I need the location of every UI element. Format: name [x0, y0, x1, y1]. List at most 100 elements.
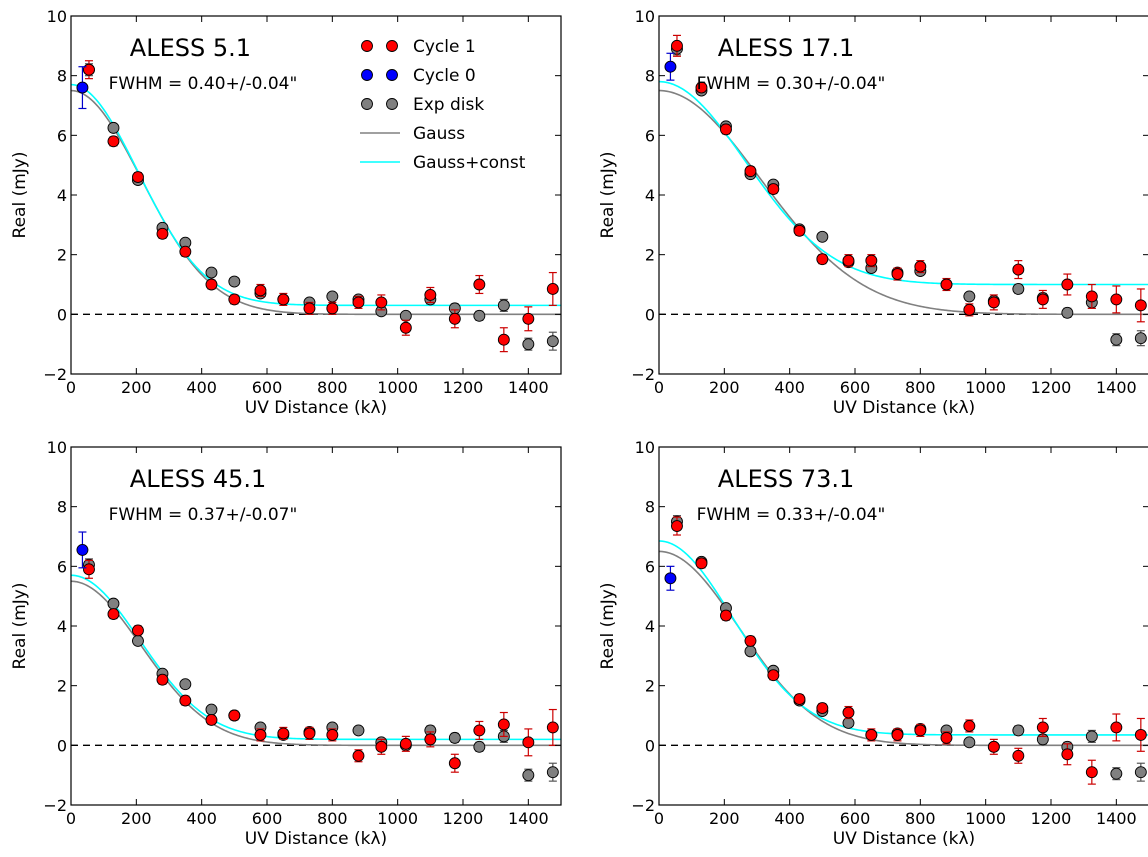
exp-disk-point	[448, 731, 461, 744]
fwhm-annotation: FWHM = 0.30+/-0.04"	[697, 74, 886, 94]
cycle1-point	[497, 718, 510, 731]
exp-disk-point	[546, 335, 559, 348]
exp-disk-point	[107, 121, 120, 134]
cycle1-point	[277, 727, 290, 740]
x-tick-label: 1200	[1031, 378, 1072, 397]
y-tick-label: −2	[631, 796, 655, 815]
cycle1-point	[448, 312, 461, 325]
cycle1-point	[107, 135, 120, 148]
y-tick-label: 6	[645, 557, 655, 576]
panel-title: ALESS 5.1	[130, 34, 251, 62]
y-tick-label: 2	[645, 246, 655, 265]
x-tick-label: 0	[66, 809, 76, 828]
cycle1-point	[1110, 293, 1123, 306]
cycle1-point	[1134, 728, 1147, 741]
x-axis-label: UV Distance (kλ)	[245, 829, 387, 849]
gauss-curve	[659, 550, 1148, 747]
axes-frame	[658, 446, 1148, 806]
y-tick-label: 10	[635, 438, 655, 457]
x-tick-label: 1400	[1096, 378, 1137, 397]
exp-disk-point	[497, 299, 510, 312]
x-tick-label: 1400	[508, 378, 549, 397]
legend: Cycle 1 Cycle 0 Exp disk Gauss Gauss+const	[360, 37, 526, 173]
exp-disk-point	[522, 769, 535, 782]
y-tick-label: 4	[645, 186, 655, 205]
fwhm-annotation: FWHM = 0.40+/-0.04"	[109, 74, 298, 94]
y-tick-label: 8	[645, 67, 655, 86]
cycle1-point	[891, 728, 904, 741]
cycle1-point	[352, 749, 365, 762]
x-tick-label: 400	[186, 378, 217, 397]
exp-disk-point	[107, 597, 120, 610]
x-tick-label: 200	[121, 809, 152, 828]
cycle1-point	[1012, 749, 1025, 762]
cycle1-point	[375, 296, 388, 309]
y-axis-label: Real (mJy)	[598, 152, 618, 239]
exp-disk-point	[522, 338, 535, 351]
panel-title: ALESS 45.1	[130, 465, 266, 493]
legend-entry: Gauss	[413, 124, 465, 144]
cycle1-point	[399, 321, 412, 334]
cycle1-point	[816, 702, 829, 714]
x-tick-label: 1200	[1031, 809, 1072, 828]
x-tick-label: 600	[840, 809, 871, 828]
cycle1-point	[179, 694, 192, 707]
cycle1-point	[767, 183, 780, 195]
cycle1-point	[1061, 278, 1074, 291]
y-tick-label: −2	[631, 365, 655, 384]
exp-disk-point	[842, 717, 855, 729]
cycle1-point	[448, 757, 461, 770]
x-tick-label: 0	[66, 378, 76, 397]
x-tick-label: 800	[317, 378, 348, 397]
exp-disk-point	[744, 645, 757, 658]
fwhm-annotation: FWHM = 0.37+/-0.07"	[109, 505, 298, 525]
axes-frame	[70, 446, 562, 806]
cycle1-point	[522, 736, 535, 749]
cycle1-point	[107, 608, 120, 621]
cycle1-point	[132, 171, 144, 184]
y-axis-label: Real (mJy)	[598, 583, 618, 670]
cycle1-point	[963, 303, 976, 316]
cycle1-point	[865, 728, 878, 741]
y-tick-label: 8	[57, 67, 67, 86]
cycle0-point	[76, 81, 89, 94]
cycle1-point	[254, 284, 267, 297]
cycle1-point	[1085, 290, 1098, 303]
exp-disk-point	[205, 266, 218, 279]
x-tick-label: 800	[905, 378, 936, 397]
exp-disk-point	[1085, 730, 1098, 743]
legend-marker	[386, 69, 398, 81]
x-tick-label: 400	[186, 809, 217, 828]
y-axis-label: Real (mJy)	[10, 583, 30, 670]
legend-marker	[386, 98, 398, 110]
cycle1-point	[963, 719, 976, 732]
cycle1-point	[473, 724, 486, 737]
y-tick-label: 6	[57, 126, 67, 145]
cycle1-point	[1036, 721, 1049, 734]
cycle1-point	[1012, 263, 1025, 276]
exp-disk-point	[1012, 724, 1025, 737]
y-tick-label: 10	[635, 7, 655, 26]
cycle1-point	[891, 268, 904, 281]
exp-disk-point	[1134, 332, 1147, 345]
cycle1-point	[1061, 748, 1074, 761]
y-tick-label: 0	[57, 305, 67, 324]
cycle1-point	[424, 733, 437, 746]
gauss-const-curve	[659, 540, 1148, 736]
cycle1-point	[720, 609, 732, 622]
gauss-const-curve	[71, 83, 561, 307]
exp-disk-point	[132, 634, 144, 647]
y-tick-label: 4	[57, 617, 67, 636]
cycle1-point	[156, 673, 169, 686]
exp-disk-point	[1110, 333, 1123, 346]
y-tick-label: −2	[43, 796, 67, 815]
cycle1-point	[132, 624, 144, 637]
y-tick-label: 0	[645, 736, 655, 755]
y-tick-label: 8	[645, 498, 655, 517]
cycle1-point	[277, 293, 290, 306]
y-tick-label: 2	[57, 246, 67, 265]
cycle1-point	[865, 254, 878, 267]
cycle1-point	[695, 81, 708, 94]
